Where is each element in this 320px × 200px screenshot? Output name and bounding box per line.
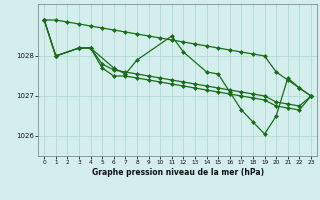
X-axis label: Graphe pression niveau de la mer (hPa): Graphe pression niveau de la mer (hPa) — [92, 168, 264, 177]
